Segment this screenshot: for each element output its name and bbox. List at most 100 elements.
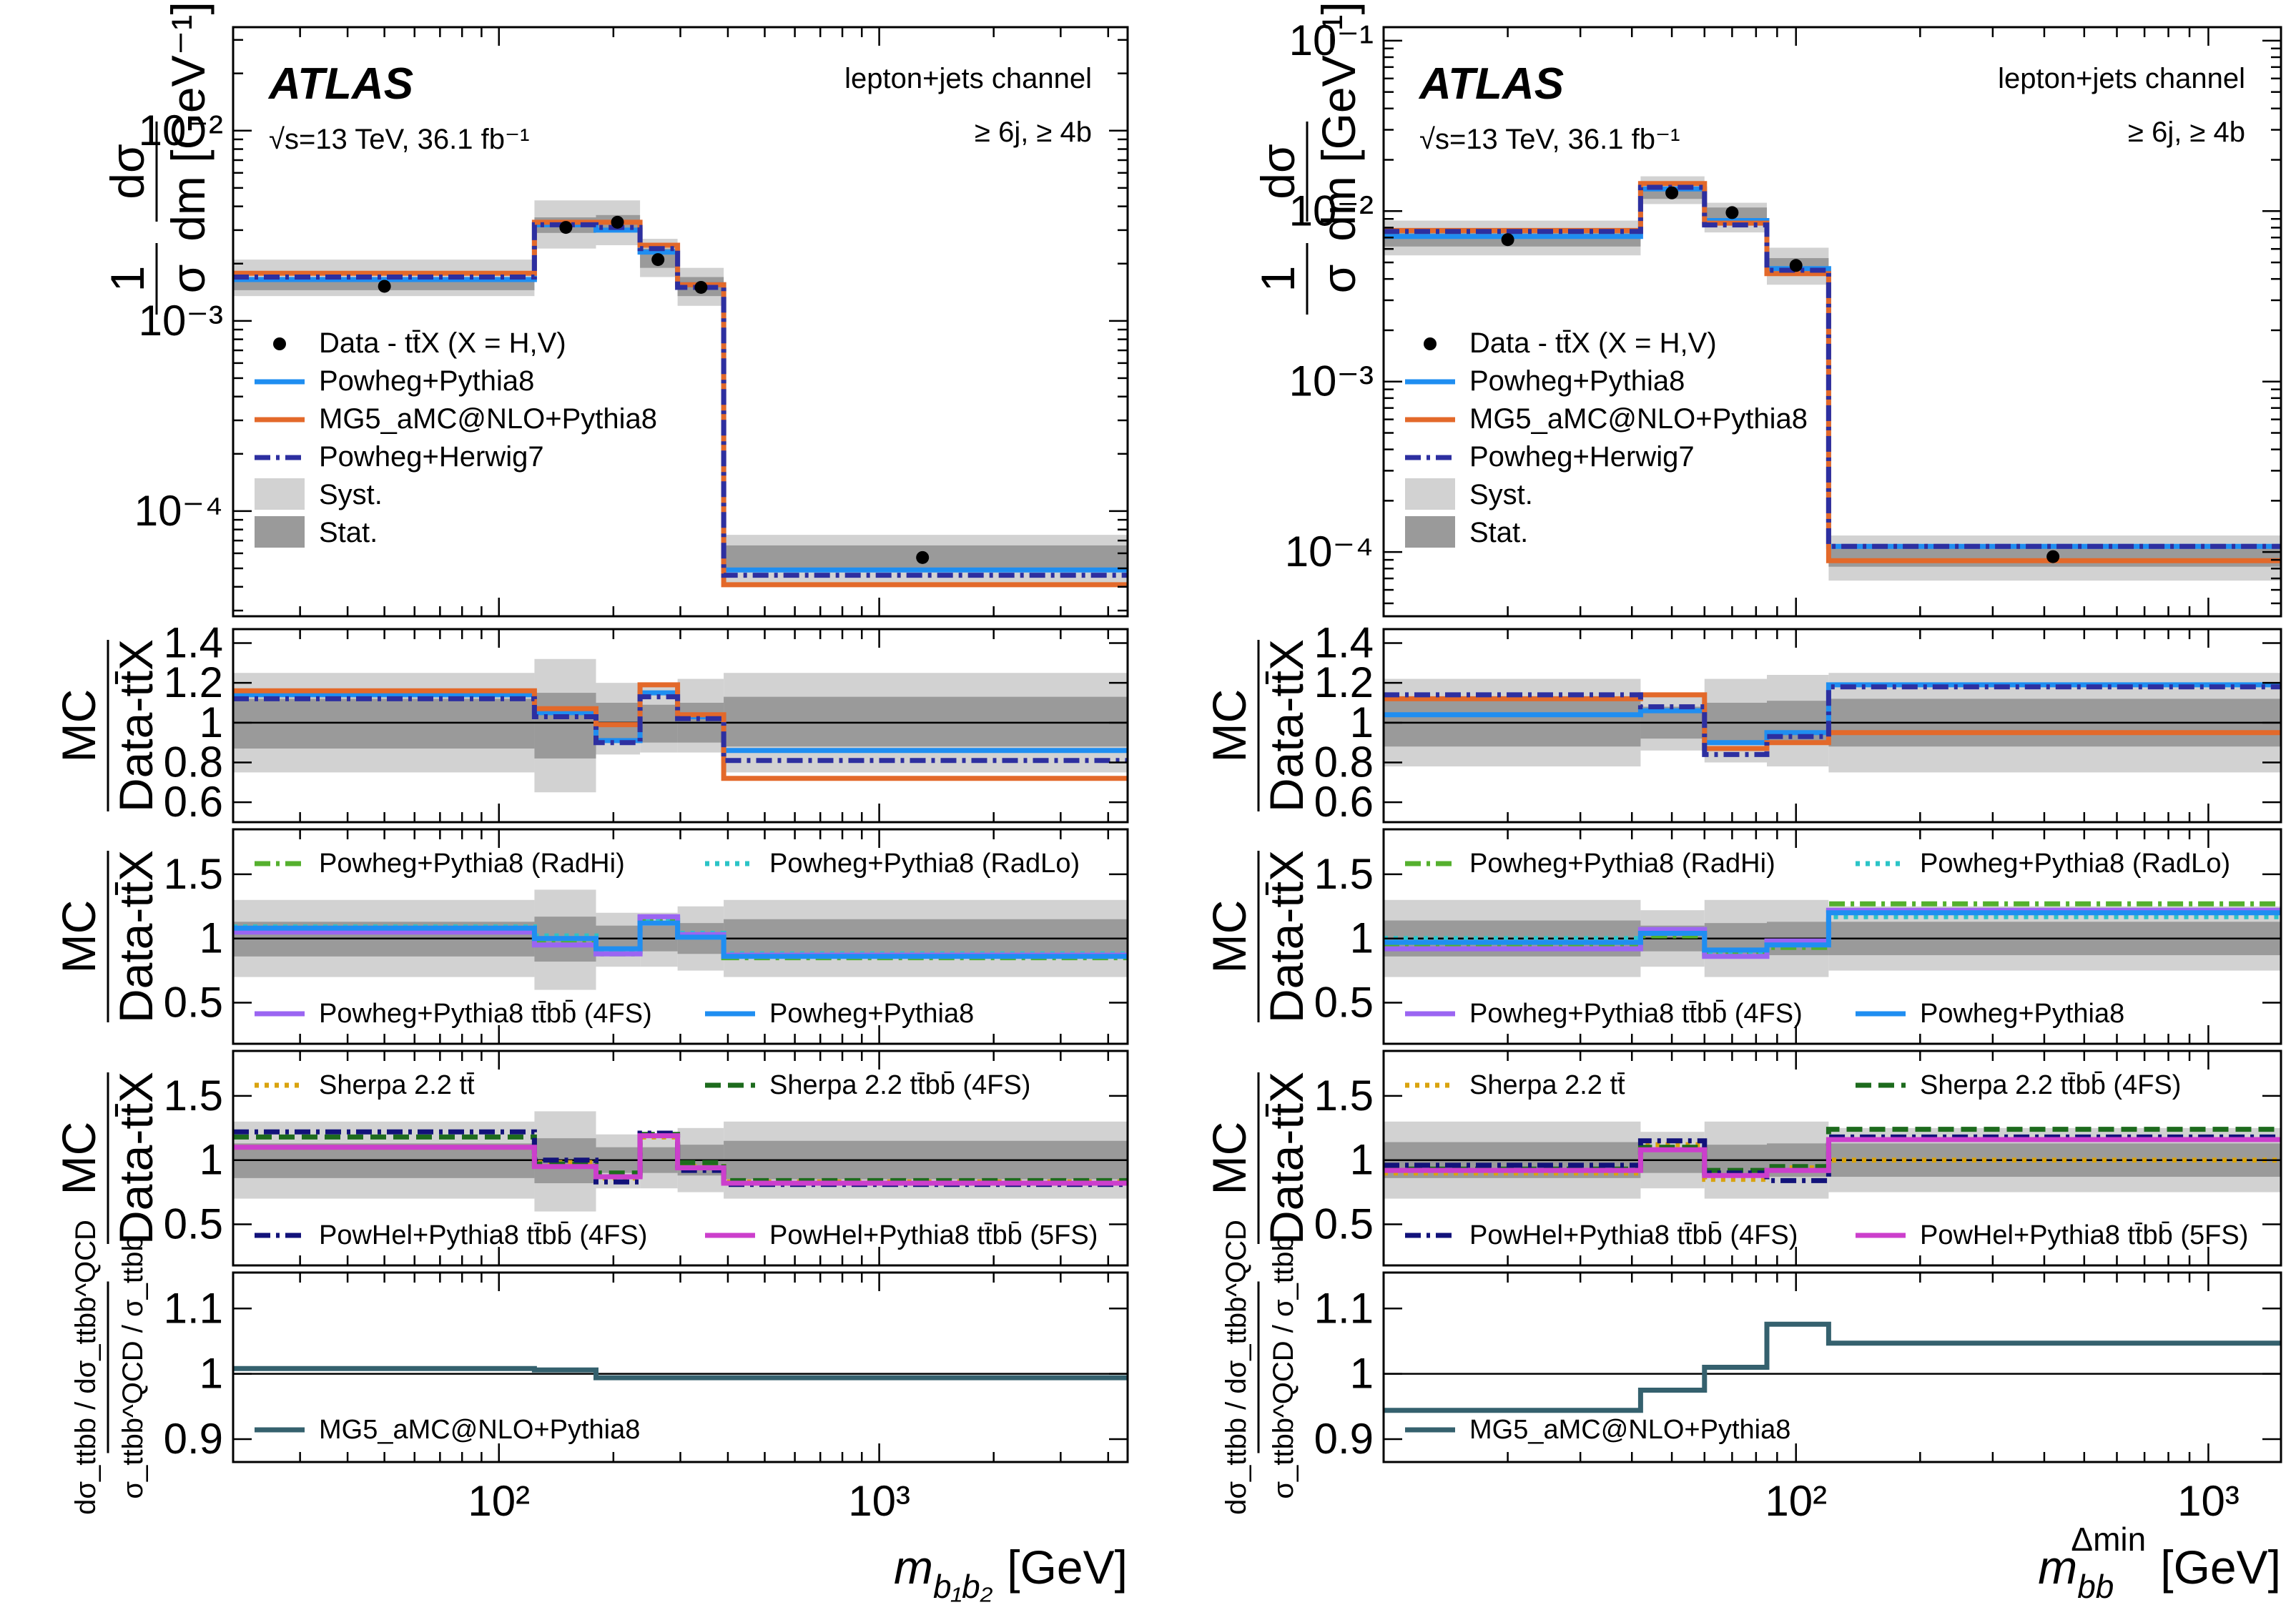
x-tick-label: 10³: [848, 1477, 910, 1525]
legend-data-label: Data - tt̄X (X = H,V): [1469, 327, 1717, 359]
selection-label: ≥ 6j, ≥ 4b: [975, 117, 1092, 148]
legend-data-marker: [273, 337, 286, 350]
ratio-y-tick-label: 1: [199, 1136, 223, 1184]
ratio-y-axis-title: MC Data-tt̄X: [1203, 1072, 1313, 1245]
ratio-legend-label: MG5_aMC@NLO+Pythia8: [1469, 1415, 1790, 1445]
ratio-y-axis-title: MC Data-tt̄X: [1203, 850, 1313, 1023]
x-axis-title: mb₁b₂ [GeV]: [894, 1541, 1128, 1605]
legend-label: Powheg+Pythia8: [1469, 365, 1685, 397]
ratio-y-tick-label: 1.1: [164, 1284, 223, 1332]
ratio-legend-label: Sherpa 2.2 tt̄bb̄ (4FS): [1920, 1070, 2181, 1100]
ratio-y-tick-label: 1.5: [1314, 1072, 1374, 1120]
ratio-y-title-bottom: Data-tt̄X: [109, 1072, 162, 1245]
ratio-y-tick-label: 0.8: [1314, 738, 1374, 786]
ratio-legend-label: Sherpa 2.2 tt̄: [1469, 1070, 1625, 1100]
ratio-y-tick-label: 1: [1350, 914, 1374, 962]
ratio-legend-label: PowHel+Pythia8 tt̄bb̄ (5FS): [1920, 1220, 2248, 1250]
ratio-y-title-top: MC: [52, 900, 105, 974]
atlas-label: ATLAS: [267, 59, 413, 109]
ratio-y-title-bottom: Data-tt̄X: [1260, 1072, 1313, 1245]
ratio-y-title-top: MC: [1203, 689, 1256, 763]
ratio-y-tick-label: 1.4: [1314, 618, 1374, 666]
ratio-y-tick-label: 0.5: [1314, 1200, 1374, 1248]
x-axis-title: mbb Δmin [GeV]: [2038, 1521, 2281, 1605]
selection-label: ≥ 6j, ≥ 4b: [2128, 117, 2245, 148]
legend-data-label: Data - tt̄X (X = H,V): [319, 327, 566, 359]
data-point: [694, 280, 708, 294]
ratio-legend-label: Powheg+Pythia8 (RadHi): [319, 849, 625, 879]
ratio-y-title-bottom: Data-tt̄X: [1260, 850, 1313, 1023]
ratio-frame-3: [1382, 1271, 2282, 1463]
ratio-legend-label: Powheg+Pythia8 tt̄bb̄ (4FS): [319, 999, 652, 1029]
data-point: [2046, 550, 2060, 563]
ratio-1-series-line: [233, 920, 1128, 959]
legend-data-marker: [1424, 337, 1437, 350]
ratio-0-series-line: [233, 694, 1128, 764]
y-tick-label: 10⁻³: [139, 297, 223, 345]
y-axis-title-numerator-1: 1: [101, 266, 154, 292]
x-axis-title-symbol: m: [894, 1541, 933, 1594]
ratio-y-title-top: MC: [52, 689, 105, 763]
ratio-y-axis-title: MC Data-tt̄X: [52, 850, 162, 1023]
ratio-y-title-bottom: Data-tt̄X: [1260, 639, 1313, 812]
ratio-y-tick-label: 1: [199, 1350, 223, 1398]
ratio-y-title-bottom: σ_ttbb^QCD / σ_ttbb: [117, 1235, 149, 1498]
ratio-legend-label: Powheg+Pythia8 (RadLo): [769, 849, 1080, 879]
ratio-legend-label: Powheg+Pythia8 (RadLo): [1920, 849, 2230, 879]
ratio-legend-label: Powheg+Pythia8: [1920, 999, 2124, 1029]
ratio-y-tick-label: 1.5: [164, 1072, 223, 1120]
y-axis-title-dsigma: dσ: [1251, 144, 1304, 199]
main-series-line: [1384, 184, 2281, 549]
legend-syst-label: Syst.: [1469, 479, 1533, 510]
channel-label: lepton+jets channel: [1998, 63, 2245, 94]
ratio-legend-label: Powheg+Pythia8 (RadHi): [1469, 849, 1775, 879]
ratio-stat-band: [1384, 701, 1641, 747]
ratio-legend-label: PowHel+Pythia8 tt̄bb̄ (4FS): [319, 1220, 647, 1250]
ratio-frame-0: [1382, 628, 2282, 824]
ratio-y-title-top: dσ_ttbb / dσ_ttbb^QCD: [70, 1220, 102, 1515]
ratio-y-axis-title: dσ_ttbb / dσ_ttbb^QCD σ_ttbb^QCD / σ_ttbb: [70, 1220, 149, 1515]
data-point: [559, 221, 573, 234]
ratio-y-tick-label: 0.9: [1314, 1415, 1374, 1463]
ratio-legend-label: Sherpa 2.2 tt̄bb̄ (4FS): [769, 1070, 1030, 1100]
y-tick-label: 10⁻⁴: [134, 487, 223, 535]
ratio-stat-band: [724, 696, 1128, 747]
ratio-y-axis-title: MC Data-tt̄X: [52, 639, 162, 812]
ratio-y-title-top: MC: [1203, 900, 1256, 974]
main-series-line: [233, 222, 1128, 578]
ratio-2-series-line: [233, 1133, 1128, 1186]
y-axis-title-denominator-sigma: σ: [162, 265, 215, 294]
y-axis-title-dm: dm [GeV⁻¹]: [162, 1, 215, 242]
x-axis-title-subscript: b₁b₂: [933, 1568, 993, 1605]
x-axis-title-unit: [GeV]: [2160, 1541, 2281, 1594]
ratio-frame-2: [1382, 1050, 2282, 1267]
x-tick-label: 10³: [2177, 1477, 2240, 1525]
data-point: [611, 215, 624, 229]
ratio-y-tick-label: 1: [1350, 1350, 1374, 1398]
ratio-stat-band: [233, 698, 535, 749]
data-point: [378, 280, 391, 293]
y-axis-title-numerator-1: 1: [1251, 266, 1304, 292]
ratio-y-tick-label: 0.5: [164, 1200, 223, 1248]
legend-syst-swatch: [1405, 478, 1455, 510]
ratio-legend-label: Powheg+Pythia8: [769, 999, 974, 1029]
ratio-y-tick-label: 1.5: [164, 850, 223, 898]
x-tick-label: 10²: [468, 1477, 530, 1525]
x-tick-label: 10²: [1765, 1477, 1827, 1525]
ratio-y-tick-label: 0.5: [164, 979, 223, 1027]
ratio-0-series-line: [1384, 684, 2281, 757]
ratio-y-axis-title: dσ_ttbb / dσ_ttbb^QCD σ_ttbb^QCD / σ_ttbb: [1221, 1220, 1299, 1515]
legend-stat-swatch: [255, 516, 305, 548]
ratio-y-tick-label: 1.5: [1314, 850, 1374, 898]
channel-label: lepton+jets channel: [844, 63, 1092, 94]
data-point: [651, 253, 665, 267]
ratio-y-tick-label: 0.6: [164, 778, 223, 826]
ratio-y-tick-label: 0.5: [1314, 979, 1374, 1027]
legend-stat-label: Stat.: [319, 517, 378, 548]
ratio-legend-label: PowHel+Pythia8 tt̄bb̄ (4FS): [1469, 1220, 1798, 1250]
ratio-y-tick-label: 1.2: [1314, 658, 1374, 706]
ratio-3-series-line: [233, 1365, 1128, 1381]
legend-label: Powheg+Herwig7: [319, 441, 544, 473]
legend-label: MG5_aMC@NLO+Pythia8: [1469, 403, 1808, 435]
y-tick-label: 10⁻²: [1289, 187, 1374, 234]
